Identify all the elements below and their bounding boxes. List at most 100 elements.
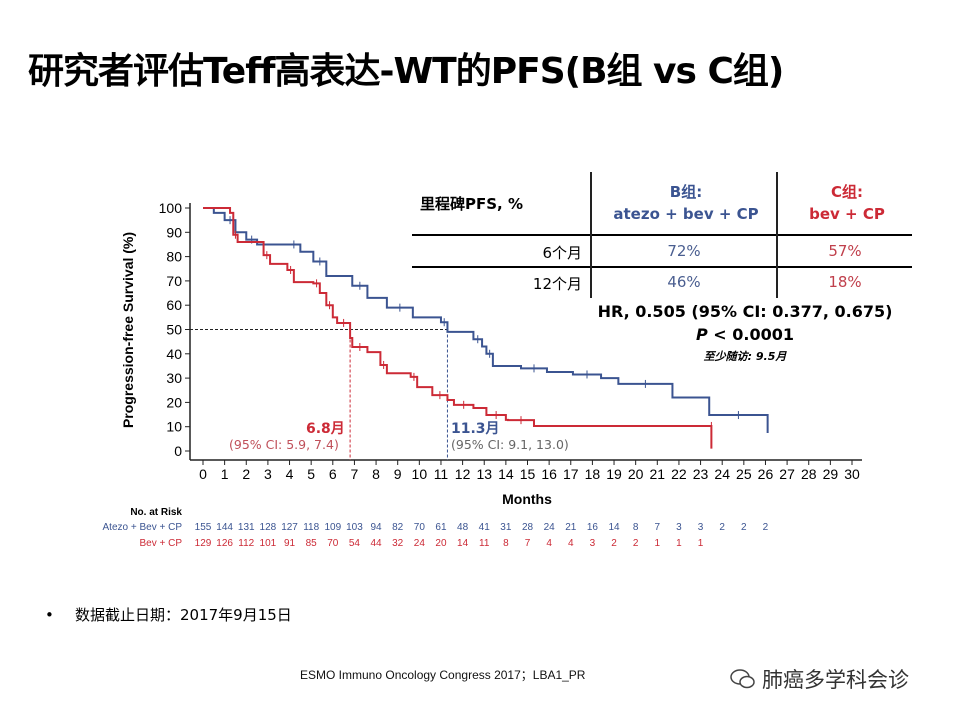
x-tick-label: 28 (801, 466, 817, 482)
risk-count: 128 (260, 522, 277, 533)
hazard-ratio: HR, 0.505 (95% CI: 0.377, 0.675) (597, 302, 893, 321)
risk-count: 8 (503, 538, 509, 549)
x-tick-label: 19 (606, 466, 622, 482)
cell-c-6m: 57% (828, 242, 862, 260)
x-tick-label: 13 (476, 466, 492, 482)
risk-count: 126 (216, 538, 233, 549)
y-axis-label: Progression-free Survival (%) (120, 232, 136, 428)
x-tick-label: 22 (671, 466, 687, 482)
y-tick-label: 20 (166, 394, 182, 410)
risk-count: 4 (546, 538, 552, 549)
risk-count: 112 (238, 538, 254, 549)
risk-count: 2 (719, 522, 725, 533)
risk-count: 48 (457, 522, 469, 533)
risk-count: 103 (346, 522, 363, 533)
x-tick-label: 24 (714, 466, 730, 482)
y-tick-label: 80 (166, 249, 182, 265)
risk-count: 16 (587, 522, 599, 533)
risk-count: 44 (371, 538, 383, 549)
risk-count: 24 (544, 522, 556, 533)
median-b-value: 11.3月 (451, 421, 500, 437)
risk-count: 31 (500, 522, 512, 533)
y-tick-label: 70 (166, 273, 182, 289)
risk-count: 14 (457, 538, 469, 549)
x-tick-label: 29 (823, 466, 839, 482)
risk-count: 21 (565, 522, 577, 533)
watermark: 肺癌多学科会诊 (730, 664, 909, 694)
risk-row-label: Atezo + Bev + CP (103, 522, 183, 533)
divider (412, 266, 912, 268)
divider (776, 172, 778, 298)
risk-count: 109 (324, 522, 341, 533)
footer-citation: ESMO Immuno Oncology Congress 2017；LBA1_… (300, 668, 586, 682)
y-tick-label: 50 (166, 322, 182, 338)
x-tick-label: 11 (434, 466, 449, 482)
col-c-regimen: bev + CP (809, 205, 885, 223)
km-curve-atezo-bev-cp (203, 207, 769, 434)
risk-count: 7 (655, 522, 661, 533)
min-followup: 至少随访: 9.5月 (703, 350, 787, 363)
row-label-6m: 6个月 (542, 244, 582, 262)
risk-count: 20 (435, 538, 447, 549)
risk-count: 2 (611, 538, 617, 549)
risk-row-label: Bev + CP (139, 538, 182, 549)
risk-count: 61 (435, 522, 447, 533)
p-value: P < 0.0001 (575, 325, 915, 344)
risk-count: 1 (676, 538, 682, 549)
risk-count: 54 (349, 538, 361, 549)
x-tick-label: 20 (628, 466, 644, 482)
km-curve-bev-cp (203, 207, 713, 449)
risk-count: 8 (633, 522, 639, 533)
cell-c-12m: 18% (828, 273, 862, 291)
x-tick-label: 8 (372, 466, 380, 482)
x-tick-label: 0 (199, 466, 207, 482)
milestone-table: 里程碑PFS, % B组: atezo + bev + CP C组: bev +… (412, 172, 912, 298)
y-tick-label: 10 (166, 419, 182, 435)
median-c-ci: (95% CI: 5.9, 7.4) (229, 437, 339, 452)
cell-b-6m: 72% (667, 242, 701, 260)
x-tick-label: 17 (563, 466, 579, 482)
x-tick-label: 3 (264, 466, 272, 482)
risk-count: 101 (260, 538, 277, 549)
risk-count: 32 (392, 538, 404, 549)
wechat-icon (730, 669, 755, 689)
risk-count: 70 (414, 522, 426, 533)
risk-count: 131 (238, 522, 255, 533)
x-tick-label: 15 (520, 466, 536, 482)
risk-count: 1 (655, 538, 661, 549)
x-tick-label: 5 (307, 466, 315, 482)
x-tick-label: 18 (585, 466, 601, 482)
x-tick-label: 14 (498, 466, 514, 482)
median-c-value: 6.8月 (306, 421, 345, 437)
x-tick-label: 30 (844, 466, 860, 482)
x-tick-label: 7 (351, 466, 359, 482)
risk-count: 85 (306, 538, 318, 549)
x-tick-label: 4 (286, 466, 294, 482)
risk-count: 28 (522, 522, 534, 533)
x-tick-label: 2 (242, 466, 250, 482)
x-tick-label: 27 (779, 466, 795, 482)
col-c-title: C组: (830, 183, 863, 201)
risk-count: 3 (590, 538, 596, 549)
table-header-label: 里程碑PFS, % (420, 195, 523, 213)
risk-count: 14 (608, 522, 620, 533)
risk-count: 94 (371, 522, 383, 533)
x-tick-label: 12 (455, 466, 471, 482)
y-tick-label: 100 (159, 200, 183, 216)
row-label-12m: 12个月 (532, 275, 582, 293)
page-title: 研究者评估Teff高表达-WT的PFS(B组 vs C组) (28, 51, 784, 92)
watermark-text: 肺癌多学科会诊 (762, 668, 909, 692)
x-tick-label: 6 (329, 466, 337, 482)
risk-count: 127 (281, 522, 298, 533)
risk-count: 2 (741, 522, 747, 533)
p-value-text: < 0.0001 (707, 325, 795, 344)
risk-table-title: No. at Risk (130, 507, 182, 518)
risk-count: 7 (525, 538, 531, 549)
col-b-title: B组: (669, 183, 703, 201)
data-cutoff-bullet: • 数据截止日期：2017年9月15日 (45, 604, 292, 625)
risk-count: 155 (195, 522, 212, 533)
risk-count: 144 (216, 522, 233, 533)
cell-b-12m: 46% (667, 273, 701, 291)
risk-count: 2 (633, 538, 639, 549)
